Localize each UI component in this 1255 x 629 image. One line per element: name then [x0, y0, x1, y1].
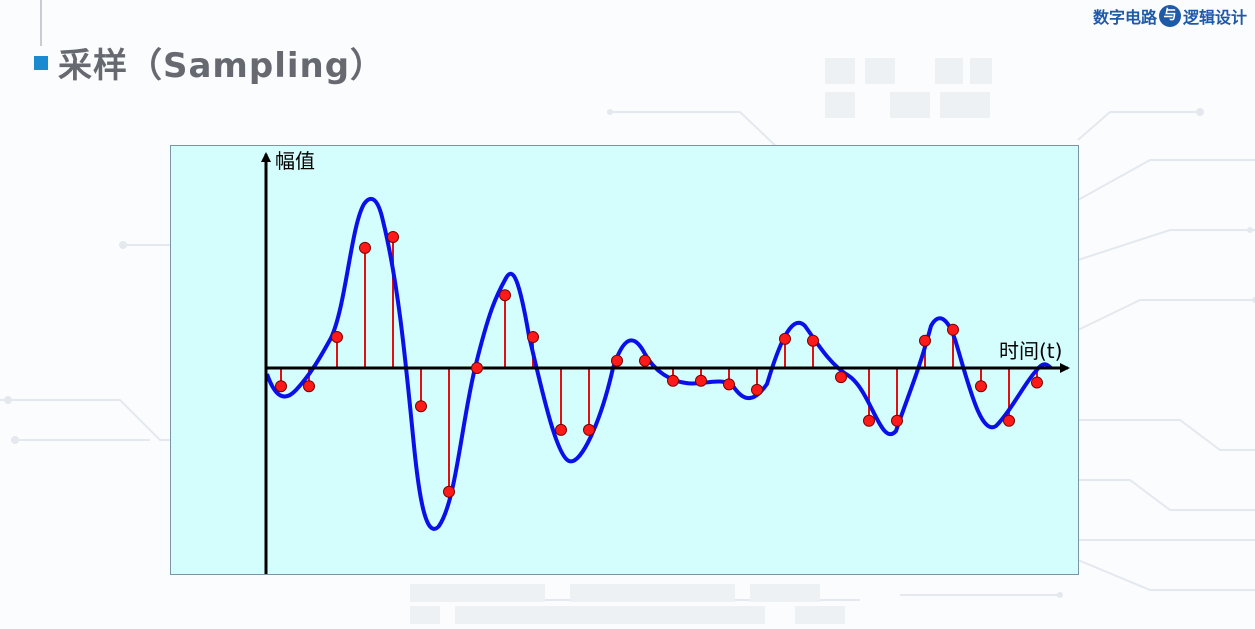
- slide-title: 采样（Sampling）: [58, 46, 386, 86]
- sample-point: [639, 354, 651, 367]
- sample-point: [555, 423, 567, 436]
- sample-points: [275, 230, 1043, 498]
- sample-point: [807, 334, 819, 347]
- sample-point: [891, 414, 903, 427]
- sample-point: [387, 230, 399, 243]
- top-divider-line: [40, 0, 42, 46]
- sample-point: [835, 371, 847, 384]
- x-axis-label: 时间(t): [999, 339, 1062, 363]
- sample-point: [947, 323, 959, 336]
- course-logo: 数字电路 与 逻辑设计: [1093, 4, 1247, 28]
- logo-text-left: 数字电路: [1092, 8, 1157, 27]
- sample-point: [583, 423, 595, 436]
- sample-point: [275, 380, 287, 393]
- sample-point: [303, 380, 315, 393]
- logo-text-right: 逻辑设计: [1182, 8, 1247, 27]
- sample-point: [863, 414, 875, 427]
- sample-point: [919, 334, 931, 347]
- y-axis-label: 幅值: [275, 149, 315, 173]
- sampling-diagram-svg: 幅值 时间(t): [261, 149, 1070, 574]
- sample-point: [1031, 376, 1043, 389]
- sample-point: [359, 241, 371, 254]
- sample-point: [975, 380, 987, 393]
- sample-point: [331, 331, 343, 344]
- sample-point: [499, 289, 511, 302]
- sample-point: [443, 485, 455, 498]
- sample-point: [471, 362, 483, 374]
- sample-point: [415, 400, 427, 413]
- sample-point: [667, 374, 679, 387]
- sample-point: [1003, 414, 1015, 427]
- logo-badge-icon: 与: [1158, 5, 1181, 27]
- sample-point: [695, 374, 707, 387]
- sample-point: [751, 383, 763, 396]
- sampling-diagram: 幅值 时间(t): [170, 145, 1079, 575]
- sample-point: [723, 378, 735, 391]
- title-bullet-square: [34, 55, 48, 70]
- sample-point: [779, 332, 791, 345]
- slide-title-block: 采样（Sampling）: [34, 38, 385, 87]
- sample-point: [527, 331, 539, 344]
- analog-signal-curve: [265, 196, 1053, 531]
- sample-point: [611, 354, 623, 367]
